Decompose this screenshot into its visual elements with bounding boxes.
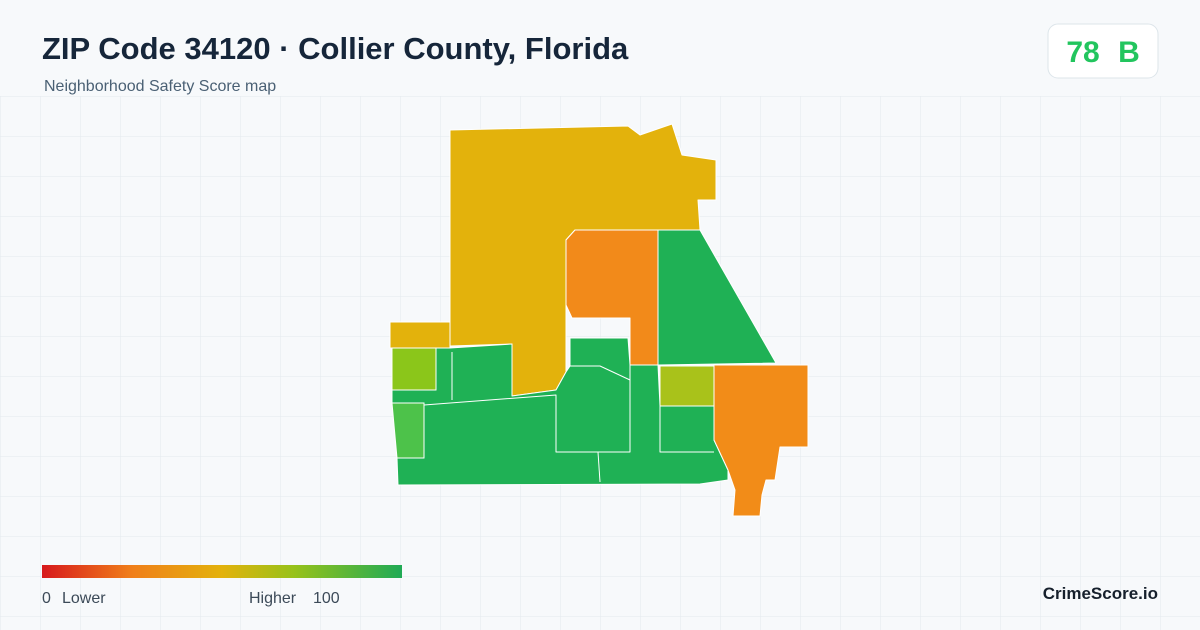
- grade: B: [1118, 36, 1140, 69]
- legend-scale: [42, 565, 402, 578]
- region: [391, 347, 437, 391]
- subtitle: Neighborhood Safety Score map: [44, 78, 276, 95]
- region: [391, 402, 425, 459]
- boundary: [659, 406, 714, 453]
- legend-max-label: Higher: [249, 590, 297, 607]
- boundary: [597, 451, 601, 483]
- map: [389, 123, 809, 517]
- score-badge: [1047, 23, 1159, 79]
- score: 78: [1066, 36, 1099, 69]
- boundary: [423, 365, 631, 453]
- region: [657, 229, 777, 366]
- region: [713, 364, 809, 517]
- region: [659, 365, 715, 407]
- legend-min: 0: [42, 590, 51, 607]
- legend-min-label: Lower: [62, 590, 106, 607]
- brand: CrimeScore.io: [1043, 584, 1158, 603]
- title: ZIP Code 34120 · Collier County, Florida: [42, 31, 629, 66]
- boundary: [570, 365, 631, 381]
- legend-max: 100: [313, 590, 340, 607]
